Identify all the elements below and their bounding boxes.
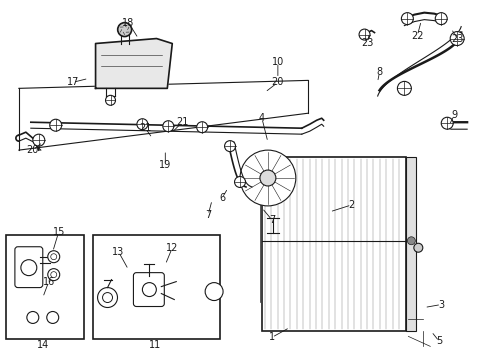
Text: 23: 23 bbox=[450, 33, 463, 44]
Circle shape bbox=[205, 283, 223, 301]
Text: 21: 21 bbox=[139, 123, 151, 133]
Circle shape bbox=[358, 29, 369, 40]
Text: 9: 9 bbox=[450, 110, 456, 120]
Circle shape bbox=[50, 119, 61, 131]
Bar bbox=[92, 235, 220, 339]
Circle shape bbox=[118, 23, 131, 37]
Circle shape bbox=[440, 117, 452, 129]
FancyBboxPatch shape bbox=[15, 247, 42, 288]
FancyBboxPatch shape bbox=[133, 273, 164, 306]
Text: 7: 7 bbox=[268, 215, 274, 225]
Circle shape bbox=[142, 283, 156, 297]
Circle shape bbox=[413, 243, 422, 252]
Text: 1: 1 bbox=[268, 332, 274, 342]
Text: 3: 3 bbox=[437, 300, 444, 310]
Circle shape bbox=[397, 81, 410, 95]
Text: 17: 17 bbox=[66, 77, 79, 87]
Circle shape bbox=[234, 176, 245, 188]
Circle shape bbox=[224, 141, 235, 152]
Text: 23: 23 bbox=[361, 37, 373, 48]
Text: 15: 15 bbox=[52, 227, 65, 237]
Text: 20: 20 bbox=[26, 145, 39, 155]
Circle shape bbox=[196, 122, 207, 133]
Circle shape bbox=[51, 254, 57, 260]
Circle shape bbox=[105, 95, 115, 105]
Circle shape bbox=[163, 121, 173, 132]
Circle shape bbox=[48, 269, 60, 280]
Circle shape bbox=[137, 119, 147, 130]
Text: 6: 6 bbox=[219, 193, 224, 203]
Text: 19: 19 bbox=[159, 160, 171, 170]
Circle shape bbox=[102, 293, 112, 302]
Text: 12: 12 bbox=[166, 243, 178, 253]
Text: 13: 13 bbox=[112, 247, 124, 257]
Bar bbox=[6, 235, 83, 339]
Circle shape bbox=[98, 288, 117, 307]
Circle shape bbox=[401, 13, 412, 24]
Text: 7: 7 bbox=[204, 210, 211, 220]
Circle shape bbox=[260, 170, 275, 186]
Circle shape bbox=[33, 134, 45, 146]
Circle shape bbox=[51, 272, 57, 278]
Text: 4: 4 bbox=[258, 113, 264, 123]
Text: 8: 8 bbox=[376, 67, 382, 77]
Text: 22: 22 bbox=[410, 31, 423, 41]
Circle shape bbox=[21, 260, 37, 276]
Text: 16: 16 bbox=[42, 276, 55, 287]
Text: 21: 21 bbox=[176, 117, 188, 127]
Circle shape bbox=[434, 13, 447, 24]
Text: 18: 18 bbox=[122, 18, 134, 28]
Text: 14: 14 bbox=[37, 340, 49, 350]
Circle shape bbox=[47, 311, 59, 323]
Circle shape bbox=[240, 150, 295, 206]
Bar bbox=[406, 157, 415, 332]
Text: 10: 10 bbox=[271, 58, 284, 67]
Circle shape bbox=[407, 237, 414, 245]
Circle shape bbox=[449, 32, 463, 45]
Text: 20: 20 bbox=[271, 77, 284, 87]
Text: 5: 5 bbox=[435, 336, 442, 346]
Text: 2: 2 bbox=[348, 200, 354, 210]
Polygon shape bbox=[95, 39, 172, 88]
Circle shape bbox=[48, 251, 60, 263]
Text: 11: 11 bbox=[149, 340, 161, 350]
Bar bbox=[262, 157, 406, 332]
Circle shape bbox=[27, 311, 39, 323]
